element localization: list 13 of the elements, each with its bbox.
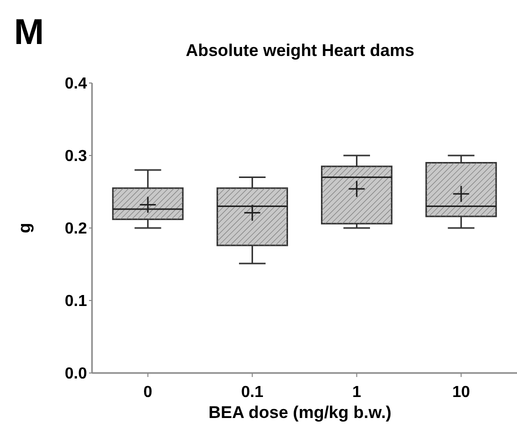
x-tick-label: 0.1: [241, 384, 264, 401]
chart-title: Absolute weight Heart dams: [186, 41, 414, 60]
x-tick-label: 0: [143, 384, 152, 401]
y-tick-label: 0.3: [64, 148, 88, 166]
x-tick-label: 1: [352, 384, 362, 401]
y-axis-title: g: [15, 222, 34, 234]
x-axis-title: BEA dose (mg/kg b.w.): [208, 403, 392, 422]
text: M: [14, 11, 44, 52]
y-tick-label: 0.4: [64, 76, 88, 93]
x-tick-label: 10: [452, 384, 470, 401]
y-tick-label: 0.1: [64, 293, 88, 310]
y-tick-label: 0.0: [64, 366, 88, 383]
y-tick-label: 0.2: [64, 220, 88, 238]
